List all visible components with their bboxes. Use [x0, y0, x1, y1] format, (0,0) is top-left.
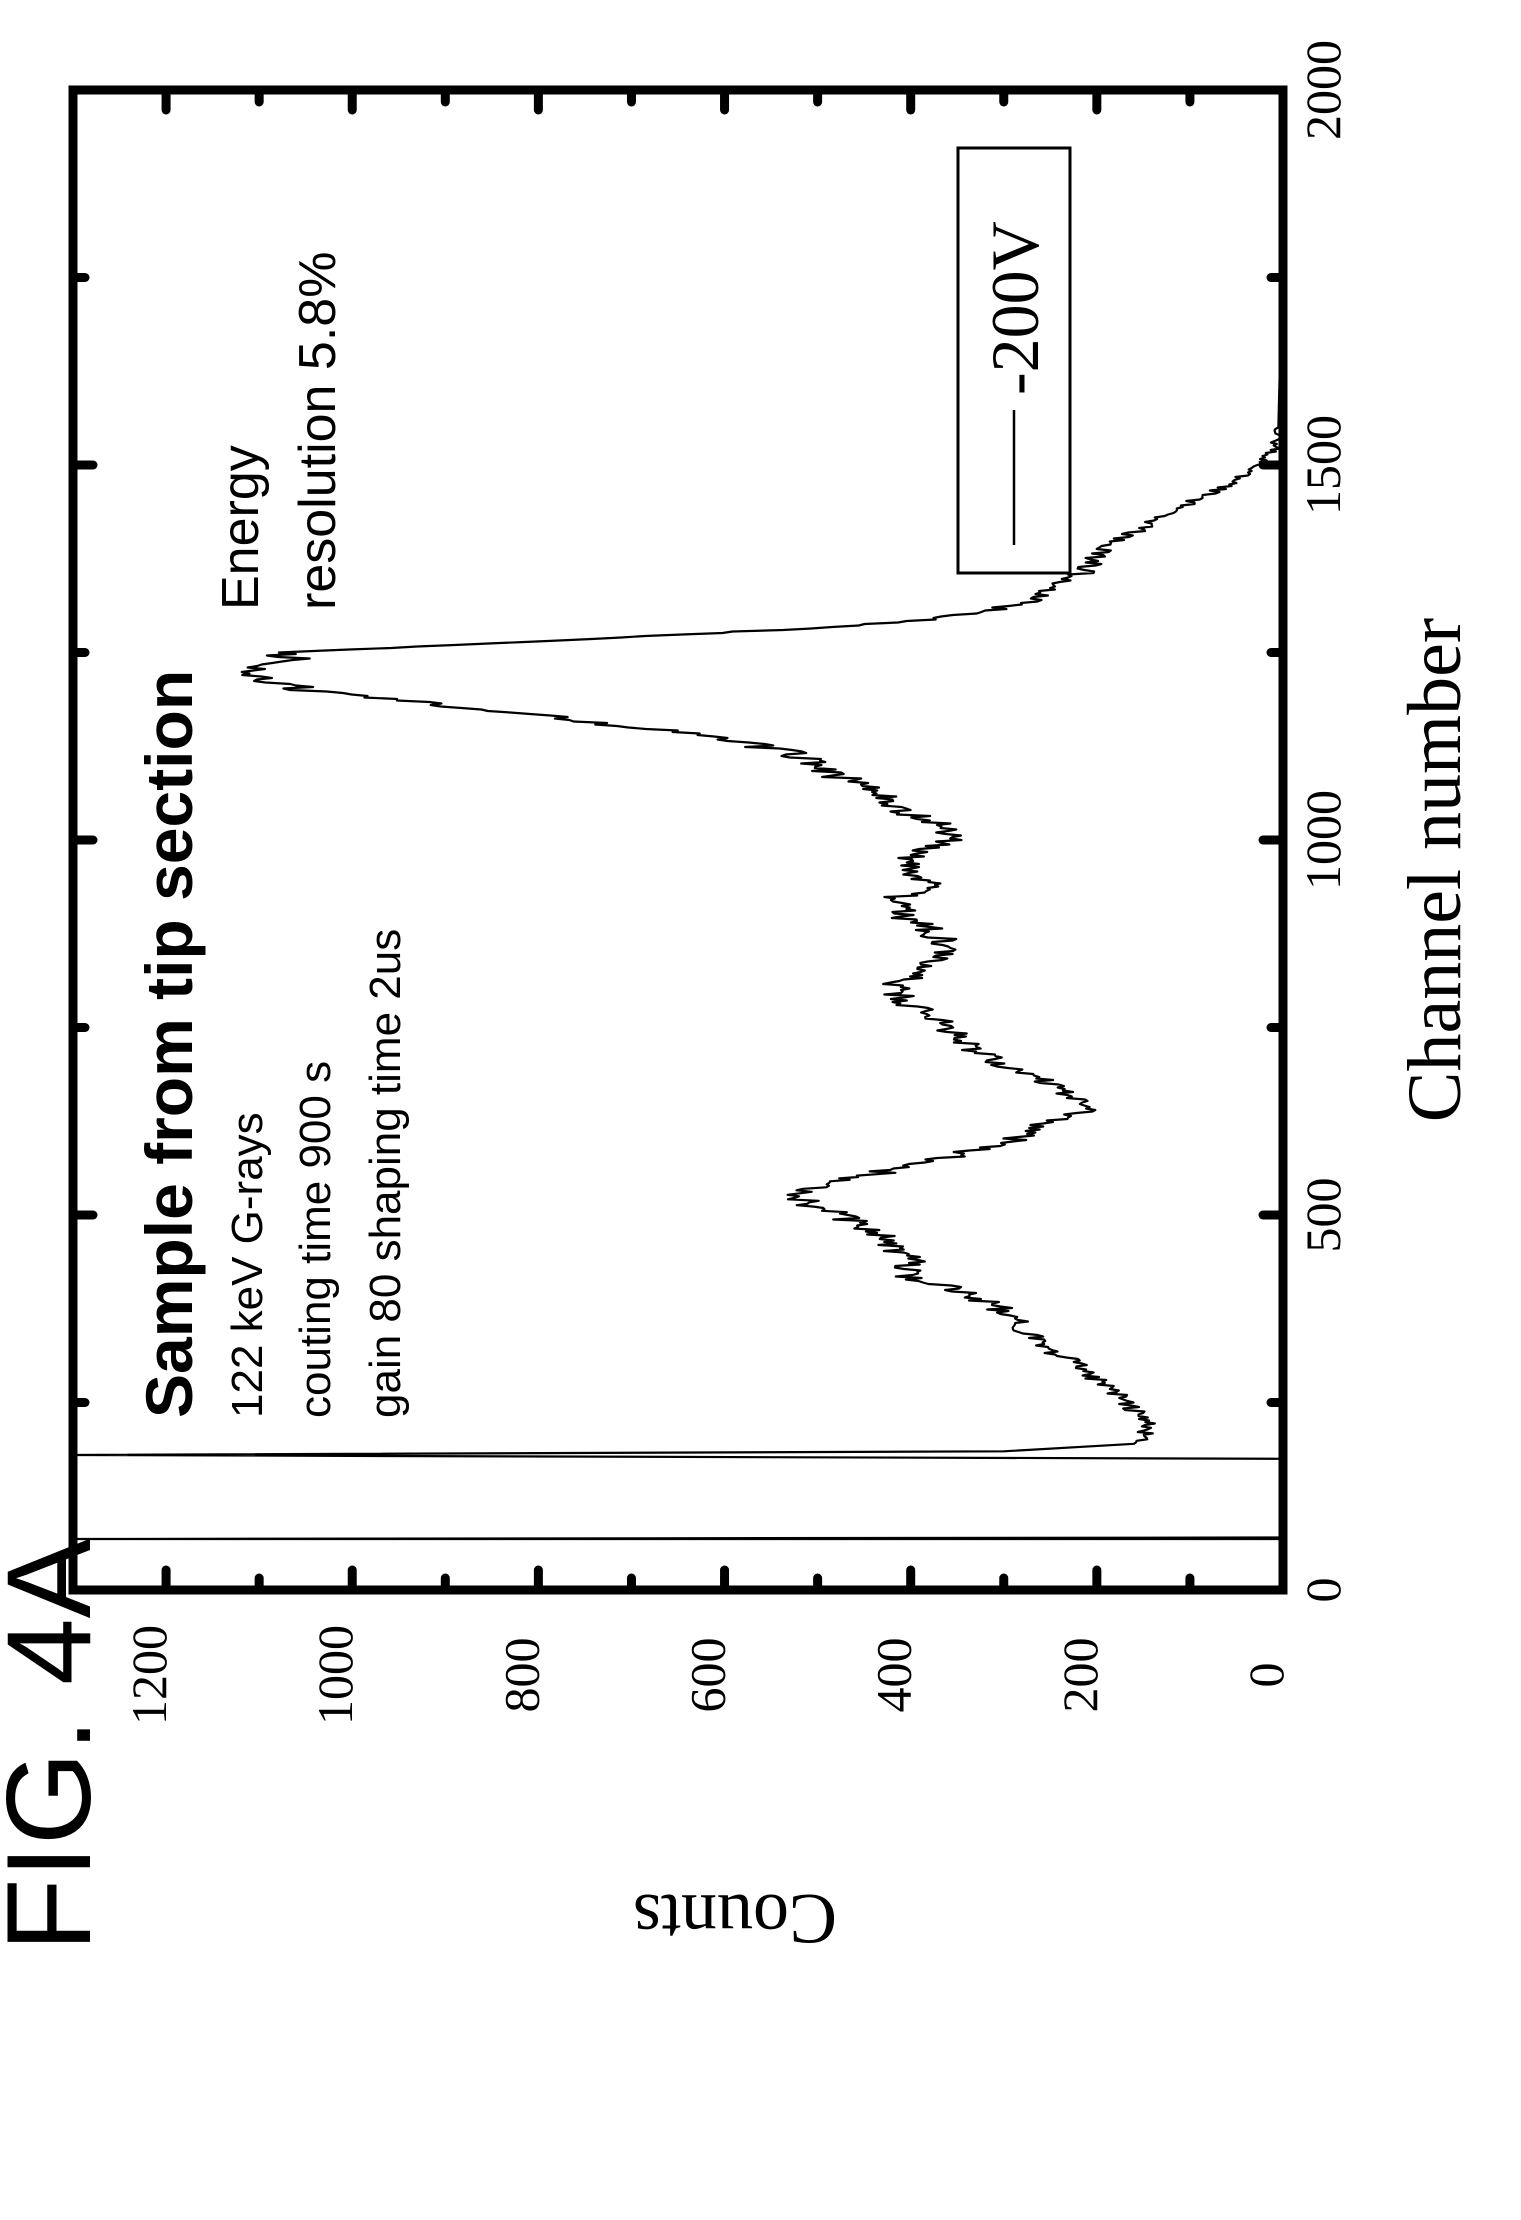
x-tick-label: 1500 [1295, 415, 1351, 515]
y-tick-label: 0 [1238, 1663, 1294, 1688]
y-axis-title: Counts [633, 1879, 837, 1959]
annotation-resolution: resolution 5.8% [289, 252, 347, 610]
x-axis-title: Channel number [1393, 618, 1477, 1122]
x-tick-label: 1000 [1295, 790, 1351, 890]
annotation-gain-shaping: gain 80 shaping time 2us [361, 929, 410, 1418]
axis-tick-labels: 0 500 1000 1500 2000 0 200 400 600 800 1000 1200 [121, 40, 1351, 1725]
y-tick-label: 600 [680, 1638, 736, 1713]
legend-label: -200V [977, 221, 1053, 395]
figure-label: FIG. 4A [0, 1538, 116, 1951]
y-tick-label: 1000 [307, 1625, 363, 1725]
legend: -200V [956, 146, 1072, 575]
annotation-energy: Energy [212, 445, 270, 610]
annotation-title: Sample from tip section [132, 670, 206, 1418]
y-tick-label: 400 [866, 1638, 922, 1713]
annotation-gamma: 122 keV G-rays [223, 1112, 272, 1418]
annotation-counting-time: couting time 900 s [291, 1061, 340, 1418]
y-tick-label: 800 [493, 1638, 549, 1713]
x-tick-label: 2000 [1295, 40, 1351, 140]
x-tick-label: 0 [1295, 1578, 1351, 1603]
plot-frame [68, 85, 1288, 1595]
y-tick-label: 200 [1052, 1638, 1108, 1713]
x-tick-label: 500 [1295, 1178, 1351, 1253]
y-tick-label: 1200 [121, 1625, 177, 1725]
